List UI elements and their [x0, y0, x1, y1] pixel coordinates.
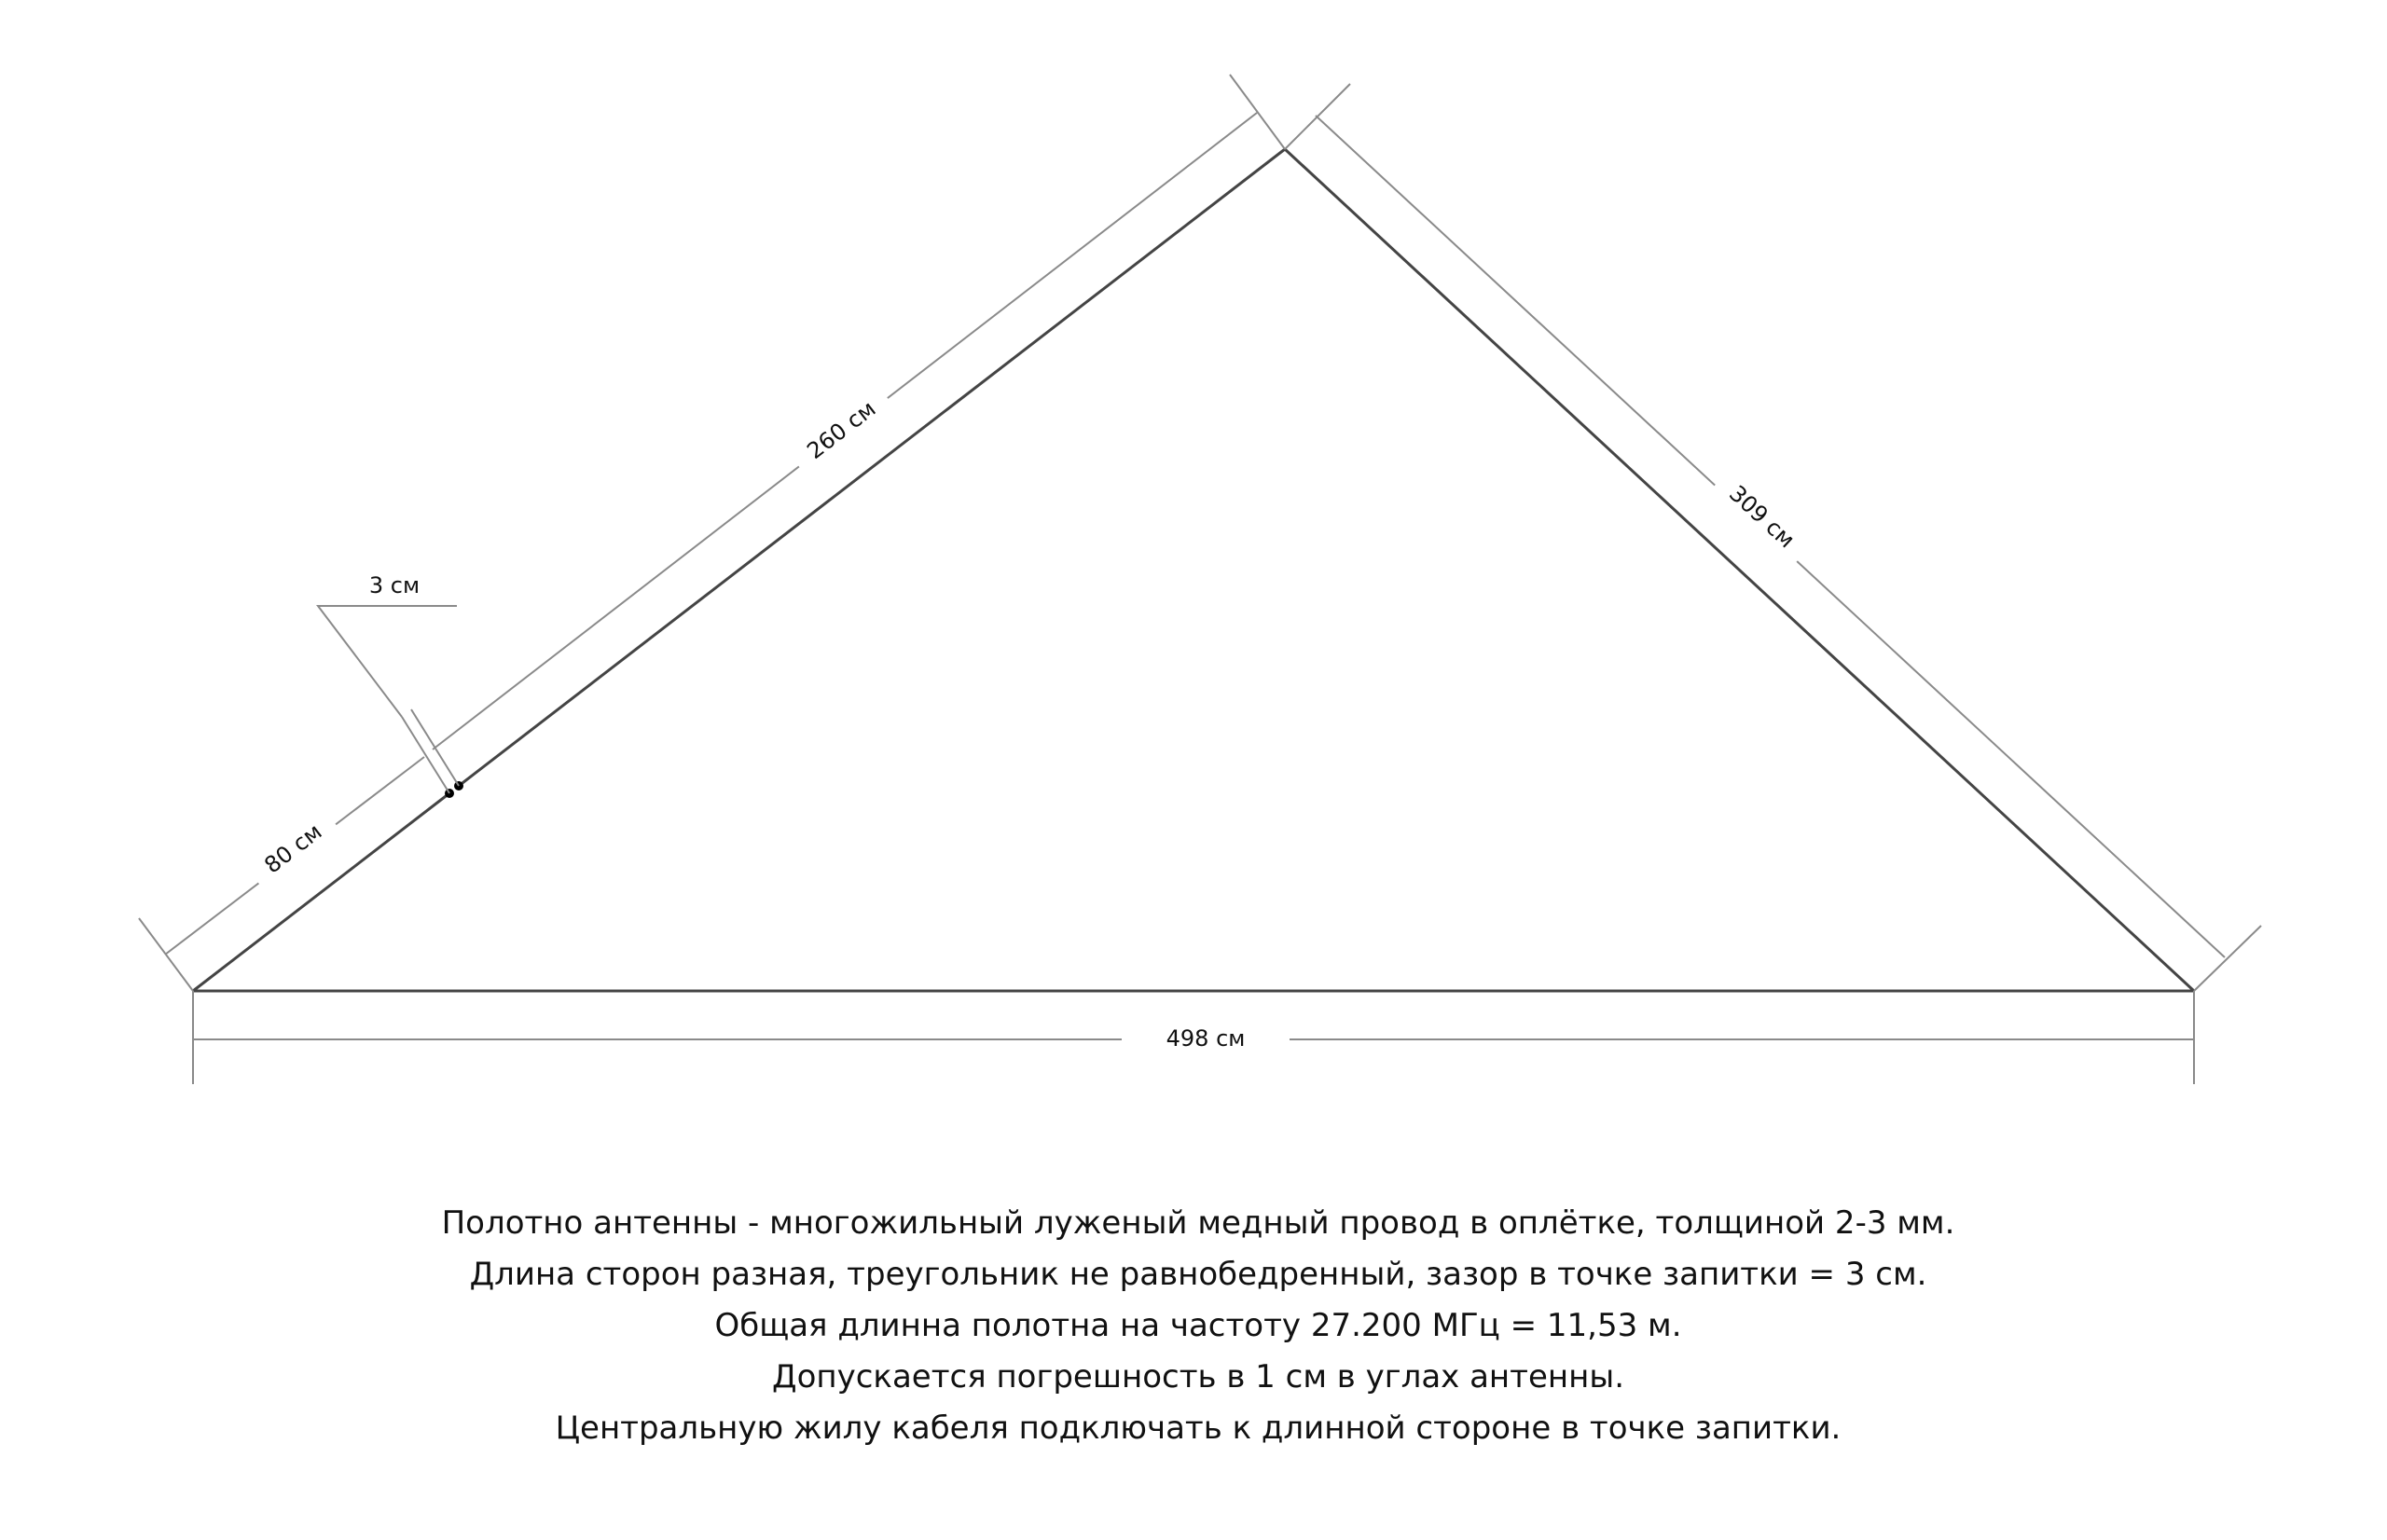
note-line: Полотно антенны - многожильный луженый м…: [441, 1204, 1955, 1242]
label-309: 309 см: [1724, 480, 1800, 553]
ext-line-feed-1: [401, 716, 450, 794]
note-line: Длина сторон разная, треугольник не равн…: [469, 1256, 1927, 1293]
label-gap: 3 см: [369, 572, 420, 598]
note-line: Допускается погрешность в 1 см в углах а…: [772, 1358, 1624, 1396]
ext-line-right-vertex: [2193, 925, 2262, 992]
label-498: 498 см: [1166, 1025, 1246, 1052]
ext-line-apex-left: [1229, 74, 1286, 150]
note-line: Общая длинна полотна на частоту 27.200 М…: [714, 1307, 1682, 1344]
note-line: Центральную жилу кабеля подключать к дли…: [555, 1409, 1842, 1447]
wire-left-upper: [458, 147, 1286, 788]
gap-leader: [315, 605, 457, 718]
wire-left-lower: [192, 791, 450, 993]
notes: Полотно антенны - многожильный луженый м…: [0, 1198, 2387, 1454]
wire-right: [1283, 147, 2196, 993]
